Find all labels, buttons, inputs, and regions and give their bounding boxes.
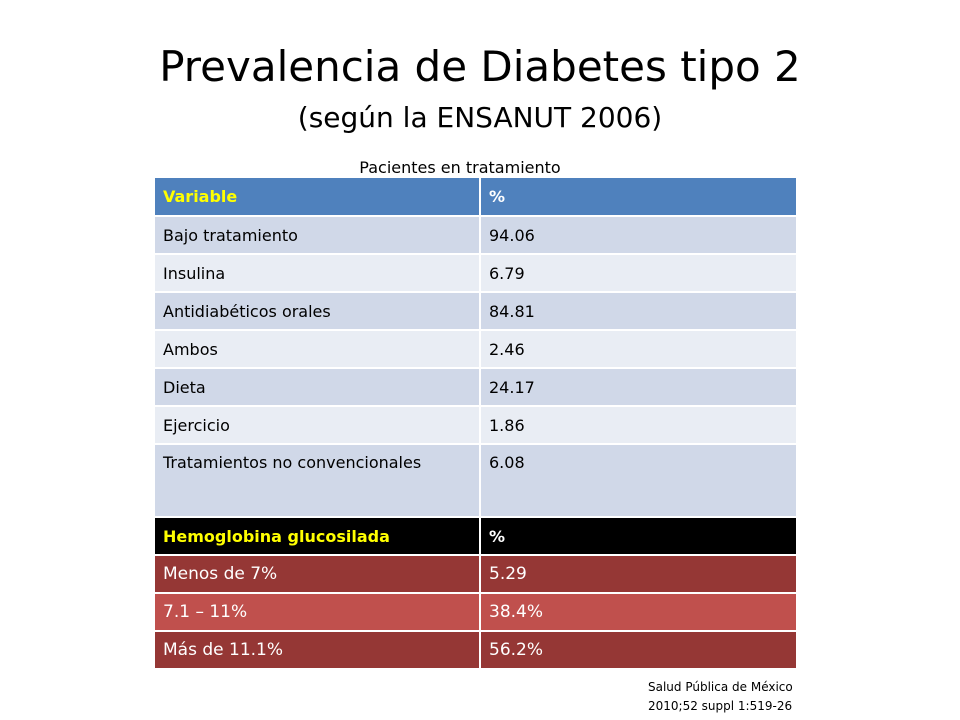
row-value: 6.79	[480, 254, 796, 293]
table-row: Tratamientos no convencionales 6.08	[155, 444, 796, 518]
row-label: Bajo tratamiento	[155, 216, 481, 255]
row-value: 24.17	[480, 368, 796, 407]
source-line-1: Salud Pública de México	[648, 680, 793, 694]
table-row: Insulina 6.79	[155, 254, 796, 293]
source-line-2: 2010;52 suppl 1:519-26	[648, 699, 793, 713]
row-label: Tratamientos no convencionales	[155, 444, 481, 518]
table-caption: Pacientes en tratamiento	[359, 158, 561, 177]
table-header-row: Variable %	[155, 178, 796, 217]
row-value: 5.29	[480, 555, 796, 594]
table-row: Ejercicio 1.86	[155, 406, 796, 445]
table-row: Ambos 2.46	[155, 330, 796, 369]
row-label: Más de 11.1%	[155, 631, 481, 670]
row-value: 2.46	[480, 330, 796, 369]
row-label: Insulina	[155, 254, 481, 293]
header-hba1c-percent: %	[480, 517, 796, 556]
row-label: Ejercicio	[155, 406, 481, 445]
slide-title: Prevalencia de Diabetes tipo 2	[159, 42, 801, 91]
hba1c-header-row: Hemoglobina glucosilada %	[155, 517, 796, 556]
row-label: 7.1 – 11%	[155, 593, 481, 632]
source-citation: Salud Pública de México 2010;52 suppl 1:…	[648, 678, 818, 716]
header-hba1c: Hemoglobina glucosilada	[155, 517, 481, 556]
slide-subtitle: (según la ENSANUT 2006)	[297, 101, 663, 134]
table-row: 7.1 – 11% 38.4%	[155, 593, 796, 632]
table-row: Más de 11.1% 56.2%	[155, 631, 796, 670]
row-label: Antidiabéticos orales	[155, 292, 481, 331]
row-value: 56.2%	[480, 631, 796, 670]
row-label: Dieta	[155, 368, 481, 407]
treatment-table: Variable % Bajo tratamiento 94.06 Insuli…	[155, 178, 796, 670]
row-value: 1.86	[480, 406, 796, 445]
row-value: 6.08	[480, 444, 796, 518]
row-value: 38.4%	[480, 593, 796, 632]
table-row: Dieta 24.17	[155, 368, 796, 407]
table-row: Menos de 7% 5.29	[155, 555, 796, 594]
row-label: Menos de 7%	[155, 555, 481, 594]
header-variable: Variable	[155, 178, 481, 217]
header-percent: %	[480, 178, 796, 217]
row-value: 94.06	[480, 216, 796, 255]
row-label: Ambos	[155, 330, 481, 369]
table-row: Bajo tratamiento 94.06	[155, 216, 796, 255]
row-value: 84.81	[480, 292, 796, 331]
table-row: Antidiabéticos orales 84.81	[155, 292, 796, 331]
